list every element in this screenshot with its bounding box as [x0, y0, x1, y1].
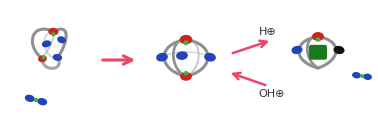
FancyBboxPatch shape	[310, 46, 326, 59]
Circle shape	[52, 33, 55, 36]
Ellipse shape	[180, 36, 192, 44]
Ellipse shape	[53, 55, 62, 60]
Ellipse shape	[334, 47, 344, 53]
Ellipse shape	[38, 99, 46, 105]
Text: OH⊕: OH⊕	[259, 89, 285, 99]
Ellipse shape	[49, 29, 58, 35]
Ellipse shape	[25, 95, 34, 101]
Ellipse shape	[157, 54, 167, 61]
Ellipse shape	[313, 33, 323, 40]
Circle shape	[34, 99, 37, 101]
Ellipse shape	[364, 74, 371, 79]
Ellipse shape	[353, 73, 360, 78]
Ellipse shape	[39, 56, 46, 62]
Text: H⊕: H⊕	[259, 27, 277, 37]
Ellipse shape	[205, 54, 215, 61]
Circle shape	[361, 75, 363, 77]
Circle shape	[184, 41, 188, 45]
Circle shape	[43, 56, 45, 59]
Circle shape	[316, 38, 320, 41]
Ellipse shape	[177, 52, 187, 59]
Ellipse shape	[43, 41, 51, 47]
Ellipse shape	[181, 73, 191, 80]
Ellipse shape	[58, 37, 65, 43]
Circle shape	[184, 72, 187, 75]
Ellipse shape	[292, 47, 302, 53]
